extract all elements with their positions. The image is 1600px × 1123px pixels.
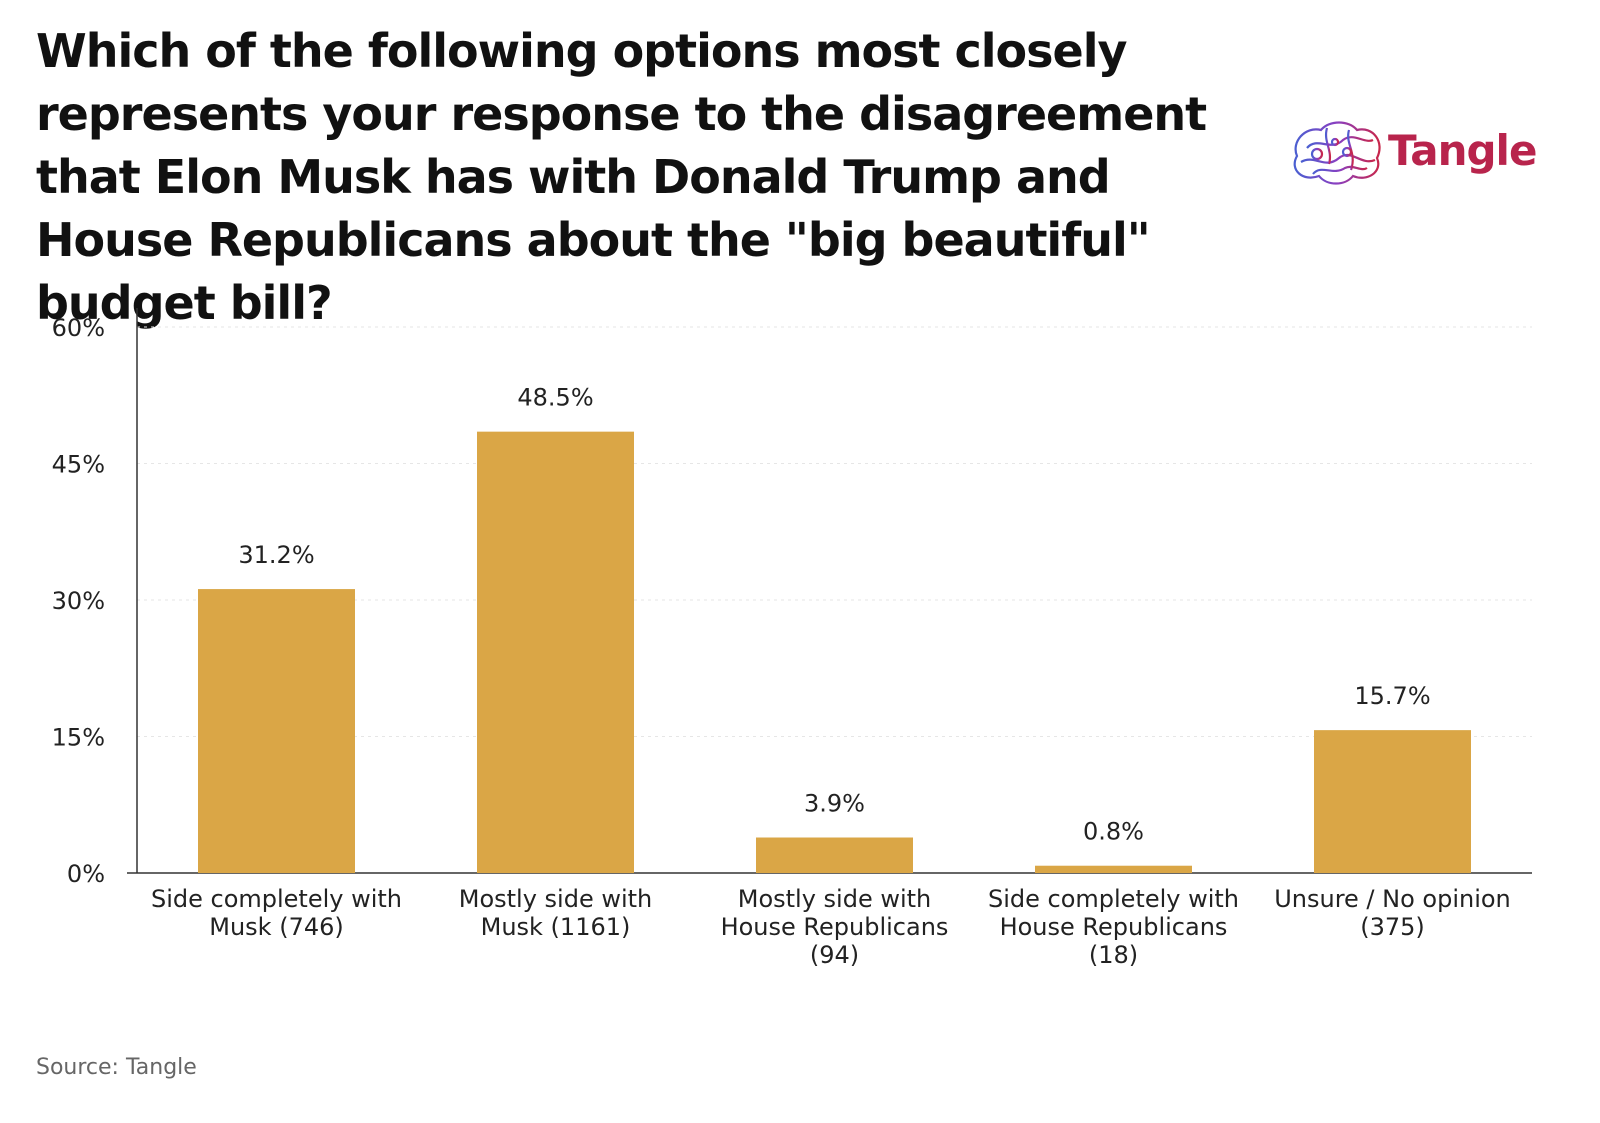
y-tick-label: 60%: [52, 314, 105, 342]
category-label-line: House Republicans: [721, 913, 949, 941]
category-label: Side completely with House Republicans (18…: [988, 885, 1239, 969]
y-tick-label: 45%: [52, 451, 105, 479]
category-label-line: Musk (746): [209, 913, 343, 941]
labels: 0%15%30%45%60%31.2%Side completely with M…: [52, 314, 1511, 969]
category-label-line: Musk (1161): [481, 913, 631, 941]
tangle-logo: Tangle: [1287, 118, 1549, 188]
data-label: 15.7%: [1354, 682, 1430, 710]
bar: [1035, 865, 1192, 873]
category-label-line: Side completely with: [988, 885, 1239, 913]
category-label-line: (94): [810, 941, 859, 969]
bar-chart: 0%15%30%45%60%31.2%Side completely with M…: [52, 308, 1532, 969]
data-label: 0.8%: [1083, 818, 1144, 846]
category-label-line: (375): [1360, 913, 1425, 941]
bar: [756, 837, 913, 873]
y-tick-label: 15%: [52, 724, 105, 752]
category-label-line: Mostly side with: [738, 885, 932, 913]
data-label: 48.5%: [517, 384, 593, 412]
category-label: Side completely with Musk (746): [151, 885, 402, 941]
chart-title: Which of the following options most clos…: [36, 24, 1207, 330]
bar: [1314, 730, 1471, 873]
bar: [198, 589, 355, 873]
category-label: Unsure / No opinion (375): [1274, 885, 1511, 941]
category-label-line: (18): [1089, 941, 1138, 969]
category-label: Mostly side with Musk (1161): [459, 885, 653, 941]
category-label-line: Unsure / No opinion: [1274, 885, 1511, 913]
category-label-line: Mostly side with: [459, 885, 653, 913]
bar: [477, 431, 634, 873]
source-note: Source: Tangle: [36, 1055, 197, 1080]
category-label: Mostly side with House Republicans (94): [721, 885, 949, 969]
logo-wordmark: Tangle: [1388, 126, 1537, 175]
gridlines: [137, 326, 1532, 737]
brain-icon: [1293, 121, 1381, 185]
category-label-line: Side completely with: [151, 885, 402, 913]
category-label-line: House Republicans: [1000, 913, 1228, 941]
data-label: 31.2%: [238, 541, 314, 569]
y-tick-label: 30%: [52, 587, 105, 615]
y-tick-label: 0%: [67, 860, 105, 888]
data-label: 3.9%: [804, 790, 865, 818]
bars: [198, 431, 1471, 873]
